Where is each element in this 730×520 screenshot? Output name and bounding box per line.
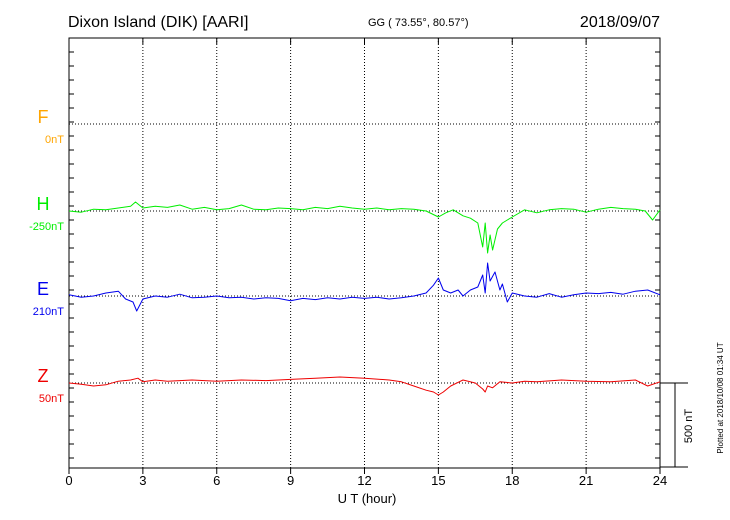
x-tick-label: 6 bbox=[213, 473, 220, 488]
geographic-coordinates: GG ( 73.55°, 80.57°) bbox=[368, 17, 469, 29]
plot-frame bbox=[68, 37, 661, 469]
series-line-e bbox=[68, 262, 661, 312]
channel-name-e: E bbox=[37, 279, 49, 299]
date-label: 2018/09/07 bbox=[579, 14, 660, 31]
station-title: Dixon Island (DIK) [AARI] bbox=[68, 14, 249, 31]
channel-name-z: Z bbox=[38, 366, 49, 386]
plotted-note: Plotted at 2018/10/08 01:34 UT bbox=[716, 342, 725, 453]
series-line-h bbox=[68, 201, 661, 254]
series-lines bbox=[68, 201, 661, 396]
scale-bar: 500 nT bbox=[660, 382, 695, 468]
series-line-z bbox=[68, 376, 661, 396]
channel-baseline-e: 210nT bbox=[33, 306, 64, 318]
axes: 0 3 6 9 12 15 18 21 24 bbox=[65, 37, 667, 488]
x-tick-label: 3 bbox=[139, 473, 146, 488]
x-tick-label: 0 bbox=[65, 473, 72, 488]
x-tick-label: 15 bbox=[431, 473, 445, 488]
x-tick-label: 9 bbox=[287, 473, 294, 488]
channel-labels: F 0nT H -250nT E 210nT Z 50nT bbox=[29, 107, 64, 405]
channel-name-f: F bbox=[38, 107, 49, 127]
channel-baselines bbox=[69, 123, 660, 384]
channel-baseline-f: 0nT bbox=[45, 134, 64, 146]
channel-baseline-z: 50nT bbox=[39, 393, 64, 405]
x-tick-label: 21 bbox=[579, 473, 593, 488]
grid-lines bbox=[142, 38, 587, 468]
channel-baseline-h: -250nT bbox=[29, 221, 64, 233]
x-tick-label: 24 bbox=[653, 473, 667, 488]
x-tick-label: 18 bbox=[505, 473, 519, 488]
scale-bar-label: 500 nT bbox=[683, 409, 695, 444]
x-tick-label: 12 bbox=[357, 473, 371, 488]
x-axis-label: U T (hour) bbox=[338, 491, 397, 506]
channel-name-h: H bbox=[37, 194, 50, 214]
